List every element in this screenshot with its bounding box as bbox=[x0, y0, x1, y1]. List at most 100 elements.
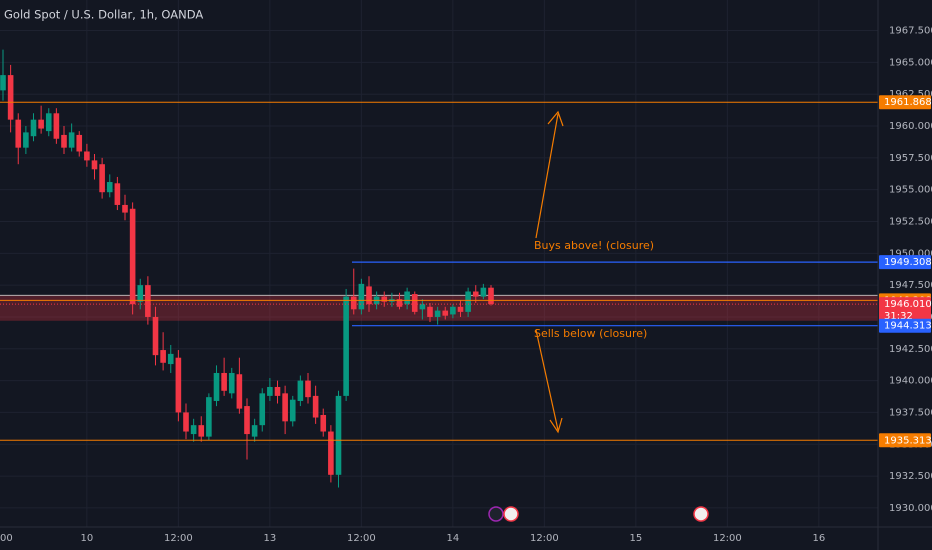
candle-body bbox=[175, 357, 182, 413]
candle-body bbox=[358, 283, 365, 310]
candle-body bbox=[236, 374, 243, 409]
candle-body bbox=[457, 306, 464, 312]
candle-body bbox=[7, 75, 14, 120]
candle-body bbox=[251, 425, 258, 437]
y-tick-label: 1967.500 bbox=[889, 26, 932, 37]
price-label-box bbox=[879, 318, 931, 333]
price-label-box bbox=[879, 297, 931, 324]
candle-body bbox=[198, 425, 205, 437]
candle-body bbox=[91, 160, 98, 170]
candle-body bbox=[411, 294, 418, 312]
candle-body bbox=[320, 414, 327, 432]
candle-body bbox=[335, 395, 342, 475]
candle-body bbox=[312, 395, 319, 418]
candle-body bbox=[68, 132, 75, 148]
y-tick-label: 1942.500 bbox=[889, 344, 932, 355]
annotation: Buys above! (closure) bbox=[534, 239, 654, 252]
candle-body bbox=[23, 132, 29, 148]
price-label: 1944.313 bbox=[884, 321, 932, 332]
candle-body bbox=[328, 431, 334, 475]
candle-body bbox=[267, 386, 273, 396]
candle-body bbox=[343, 296, 349, 396]
candle-body bbox=[0, 75, 6, 91]
candle-body bbox=[228, 372, 235, 394]
y-tick-label: 1940.000 bbox=[889, 376, 932, 387]
candle-body bbox=[53, 113, 60, 139]
arrow-up bbox=[535, 113, 559, 239]
y-tick-label: 1952.500 bbox=[889, 216, 932, 227]
x-tick-label: 12:00 bbox=[164, 533, 193, 544]
y-tick-label: 1947.500 bbox=[889, 280, 932, 291]
countdown: 31:32 bbox=[884, 311, 913, 322]
candle-body bbox=[84, 151, 90, 161]
price-label: 1935.313 bbox=[884, 435, 932, 446]
x-tick-label: 15 bbox=[630, 533, 643, 544]
price-label: 1946.010 bbox=[884, 299, 932, 310]
price-lines bbox=[0, 101, 878, 441]
x-tick-label: 12:00 bbox=[347, 533, 376, 544]
candle-body bbox=[76, 134, 83, 152]
candle-body bbox=[106, 182, 113, 193]
candle-body bbox=[427, 306, 433, 317]
y-tick-label: 1932.500 bbox=[889, 471, 932, 482]
candle-body bbox=[206, 397, 212, 437]
price-label: 1961.868 bbox=[884, 97, 932, 108]
event-icon[interactable] bbox=[693, 506, 709, 522]
candle-body bbox=[183, 412, 189, 432]
candle-body bbox=[15, 119, 22, 148]
candle-body bbox=[244, 406, 250, 435]
y-tick-label: 1930.000 bbox=[889, 503, 932, 514]
candle-body bbox=[167, 353, 174, 365]
arrow-down bbox=[535, 329, 559, 431]
event-icon[interactable] bbox=[503, 506, 519, 522]
arrow-head bbox=[547, 110, 564, 127]
candle-body bbox=[45, 113, 52, 132]
event-icon[interactable] bbox=[488, 506, 504, 522]
candle-body bbox=[114, 183, 121, 205]
y-tick-label: 1955.000 bbox=[889, 185, 932, 196]
candle-body bbox=[221, 372, 227, 391]
candle-body bbox=[190, 425, 197, 435]
candle-body bbox=[99, 164, 105, 193]
x-tick-label: 12:00 bbox=[530, 533, 559, 544]
x-tick-label: 12:00 bbox=[713, 533, 742, 544]
y-tick-label: 1957.500 bbox=[889, 153, 932, 164]
y-tick-label: 1962.500 bbox=[889, 89, 932, 100]
candle-body bbox=[450, 306, 456, 315]
x-tick-label: 16 bbox=[813, 533, 826, 544]
price-label-box bbox=[879, 95, 931, 110]
candle-body bbox=[305, 380, 311, 398]
x-tick-label: 14 bbox=[447, 533, 460, 544]
candle-body bbox=[38, 119, 44, 129]
axes: 1930.0001932.5001935.0001937.5001940.000… bbox=[0, 26, 932, 544]
candle-body bbox=[122, 204, 128, 213]
candle-body bbox=[282, 393, 288, 422]
y-tick-label: 1960.000 bbox=[889, 121, 932, 132]
drawings: Buys above! (closure) Sells below (closu… bbox=[534, 110, 654, 434]
x-tick-label: 00 bbox=[0, 533, 13, 544]
chart-title: Gold Spot / U.S. Dollar, 1h, OANDA bbox=[4, 8, 203, 22]
candle-body bbox=[419, 304, 426, 310]
y-tick-label: 1937.500 bbox=[889, 407, 932, 418]
candle-body bbox=[137, 285, 144, 302]
candle-body bbox=[434, 310, 441, 317]
x-tick-label: 13 bbox=[264, 533, 277, 544]
grid bbox=[0, 0, 878, 527]
candles bbox=[0, 49, 494, 488]
arrow-head bbox=[549, 417, 563, 434]
event-icons bbox=[488, 506, 709, 522]
candle-body bbox=[381, 296, 388, 302]
candle-body bbox=[145, 285, 151, 317]
price-label: 1949.308 bbox=[884, 257, 932, 268]
candle-body bbox=[289, 399, 296, 422]
candle-body bbox=[472, 291, 479, 297]
candle-body bbox=[160, 350, 166, 363]
candle-body bbox=[488, 287, 494, 305]
candle-body bbox=[442, 310, 449, 316]
candle-body bbox=[297, 380, 304, 401]
candle-body bbox=[259, 393, 266, 426]
candle-body bbox=[396, 299, 403, 307]
candle-body bbox=[152, 316, 159, 356]
